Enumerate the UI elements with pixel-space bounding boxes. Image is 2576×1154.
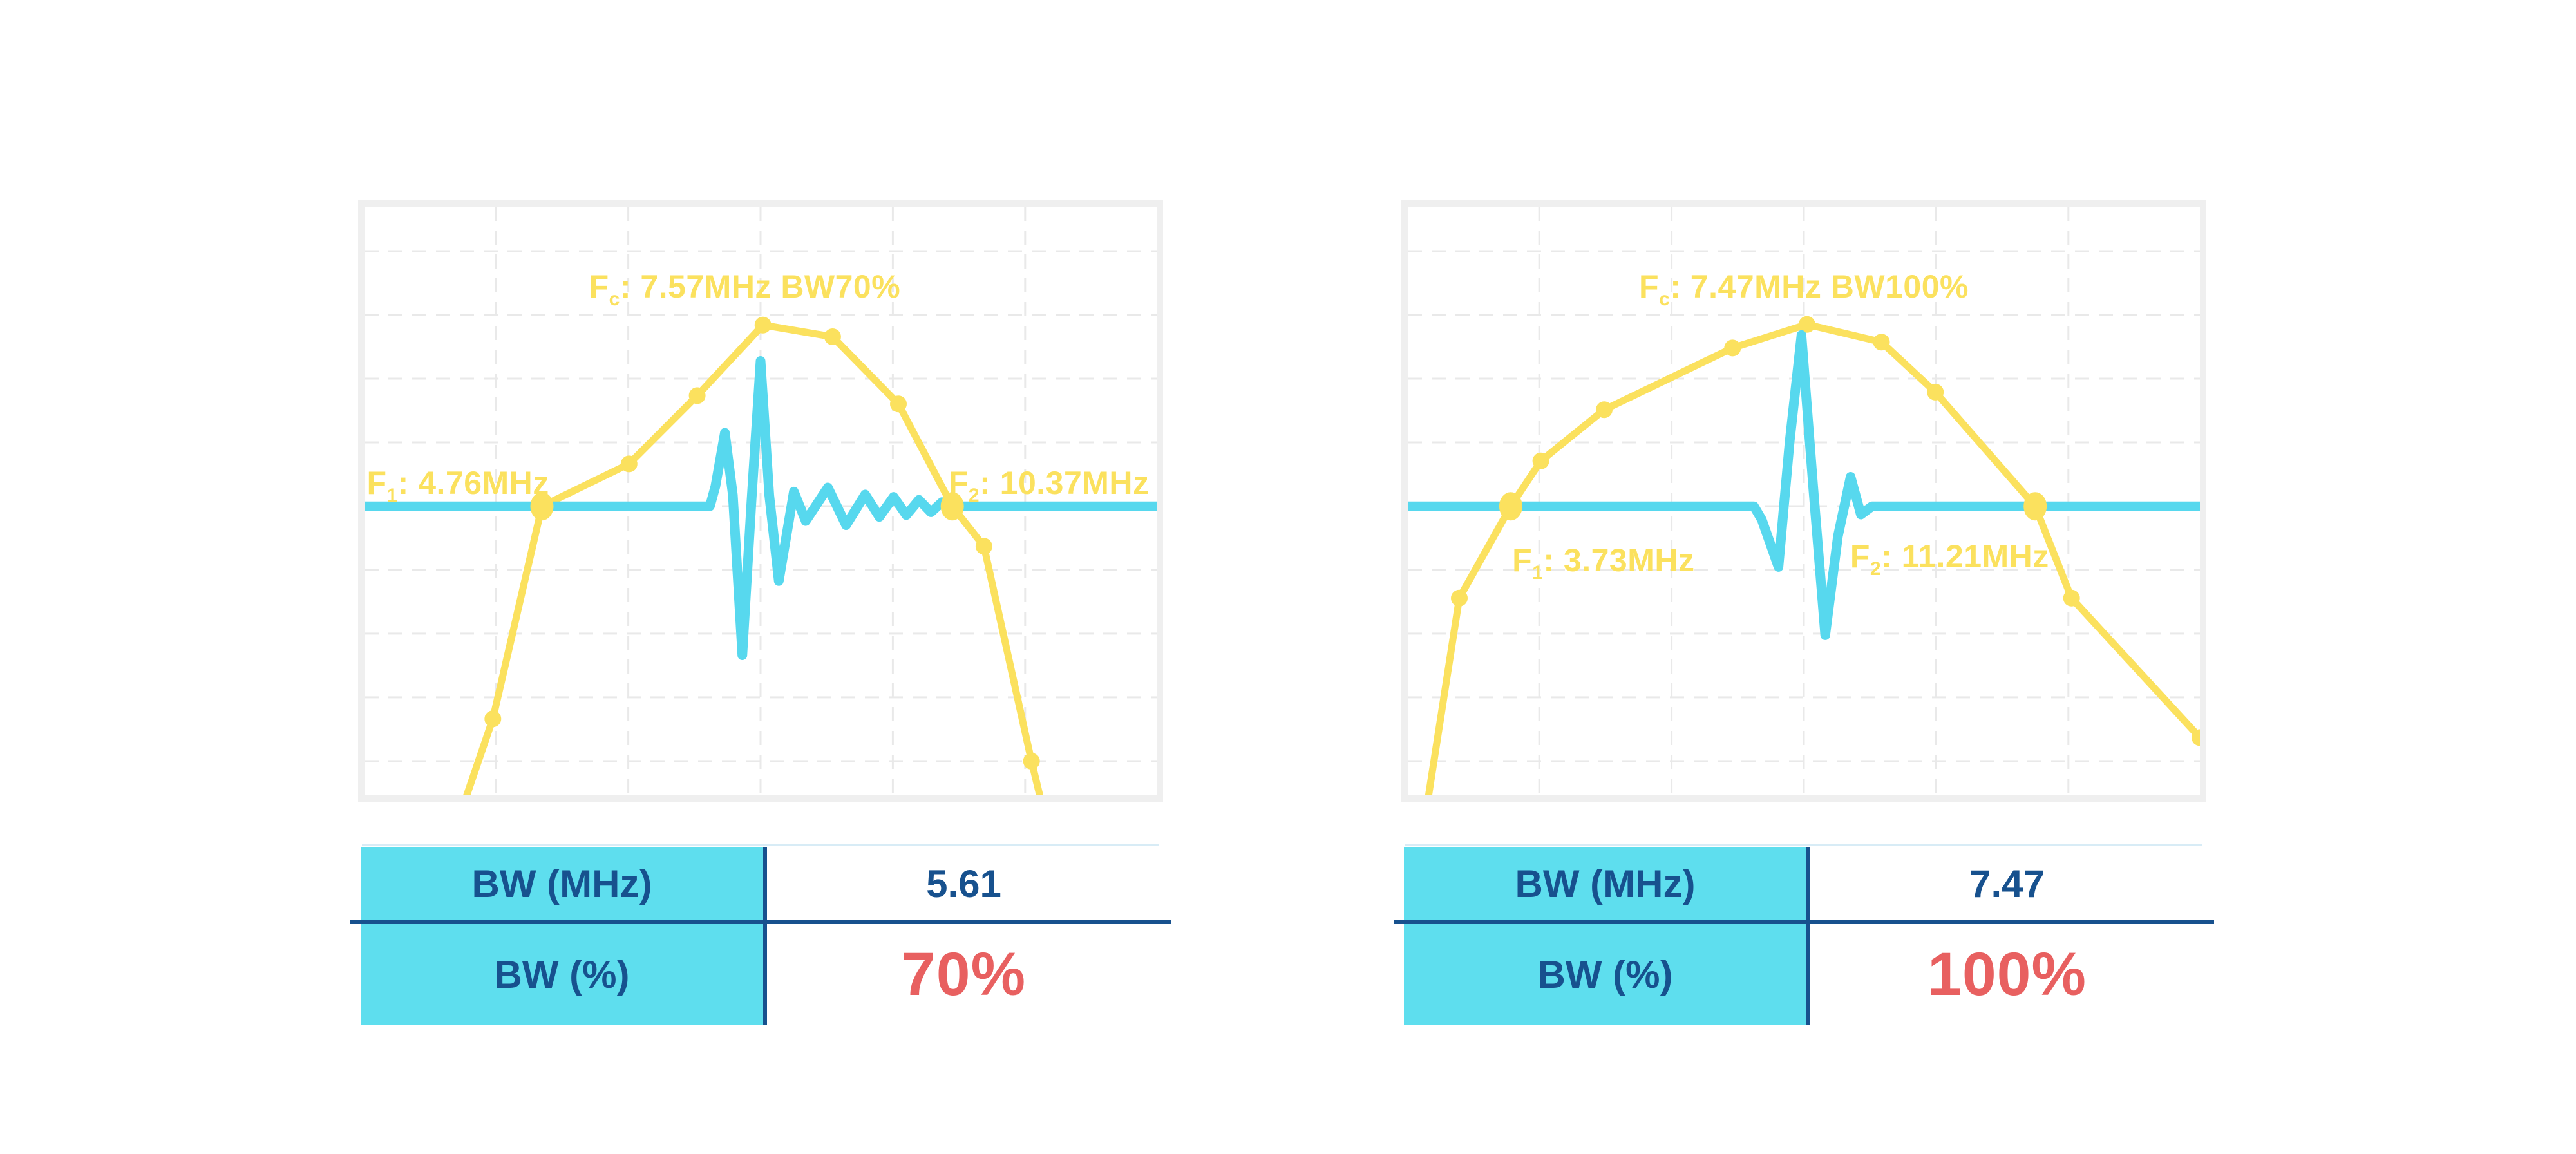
f1-annotation-sub: 1 [386, 485, 398, 507]
table-top-accent [362, 844, 1159, 846]
plot-area-bw100 [1408, 207, 2200, 795]
table-header-column [1404, 847, 1806, 1025]
fc-annotation: Fc: 7.57MHz BW70% [589, 268, 901, 310]
bw-percent-value: 100% [1927, 940, 2087, 1008]
f1-annotation-rest: : 4.76MHz [397, 465, 549, 502]
f1-annotation-base: F [366, 465, 387, 502]
panel-bw70: Fc: 7.57MHz BW70% F1: 4.76MHz F2: 10.37M… [0, 0, 1191, 1154]
f2-annotation-base: F [1850, 538, 1870, 574]
fc-annotation-sub: c [609, 288, 620, 310]
f2-annotation-sub: 2 [968, 485, 980, 507]
fc-annotation-base: F [589, 268, 609, 305]
f2-annotation-sub: 2 [1870, 558, 1882, 580]
f2-annotation-rest: : 11.21MHz [1881, 538, 2049, 574]
bw-percent-value: 70% [901, 940, 1027, 1008]
fc-annotation: Fc: 7.47MHz BW100% [1639, 268, 1969, 310]
bw-mhz-header: BW (MHz) [471, 862, 652, 905]
plot-area-bw70 [365, 207, 1157, 795]
table-header-column [361, 847, 763, 1025]
bw-mhz-value: 7.47 [1969, 862, 2045, 905]
bw-percent-header: BW (%) [1537, 953, 1673, 996]
row-divider [350, 920, 1171, 924]
f2-annotation-rest: : 10.37MHz [980, 465, 1150, 502]
f2-annotation: F2: 11.21MHz [1850, 538, 2049, 580]
panel-bw100: Fc: 7.47MHz BW100% F1: 3.73MHz F2: 11.21… [1043, 0, 2235, 1154]
fc-annotation-sub: c [1659, 288, 1671, 310]
bw-table-100: BW (MHz) 7.47 BW (%) 100% [1394, 844, 2214, 1030]
bw-table-70: BW (MHz) 5.61 BW (%) 70% [350, 844, 1171, 1030]
f1-annotation: F1: 4.76MHz [366, 464, 549, 507]
f1-annotation: F1: 3.73MHz [1512, 542, 1694, 584]
f2-annotation: F2: 10.37MHz [949, 464, 1150, 507]
bw-mhz-value: 5.61 [926, 862, 1001, 905]
f1-annotation-sub: 1 [1532, 562, 1544, 583]
spectrum-chart-bw100: Fc: 7.47MHz BW100% F1: 3.73MHz F2: 11.21… [1401, 200, 2206, 802]
fc-annotation-base: F [1639, 268, 1660, 305]
f1-annotation-base: F [1512, 542, 1533, 578]
row-divider [1394, 920, 2214, 924]
f1-annotation-rest: : 3.73MHz [1543, 542, 1695, 578]
bw-mhz-header: BW (MHz) [1515, 862, 1696, 905]
f2-annotation-base: F [948, 465, 969, 502]
bw-percent-header: BW (%) [494, 953, 630, 996]
spectrum-chart-bw70: Fc: 7.57MHz BW70% F1: 4.76MHz F2: 10.37M… [358, 200, 1163, 802]
column-divider [763, 847, 767, 1025]
fc-annotation-rest: : 7.57MHz BW70% [620, 268, 901, 305]
fc-annotation-rest: : 7.47MHz BW100% [1670, 268, 1969, 305]
column-divider [1806, 847, 1810, 1025]
table-top-accent [1405, 844, 2202, 846]
